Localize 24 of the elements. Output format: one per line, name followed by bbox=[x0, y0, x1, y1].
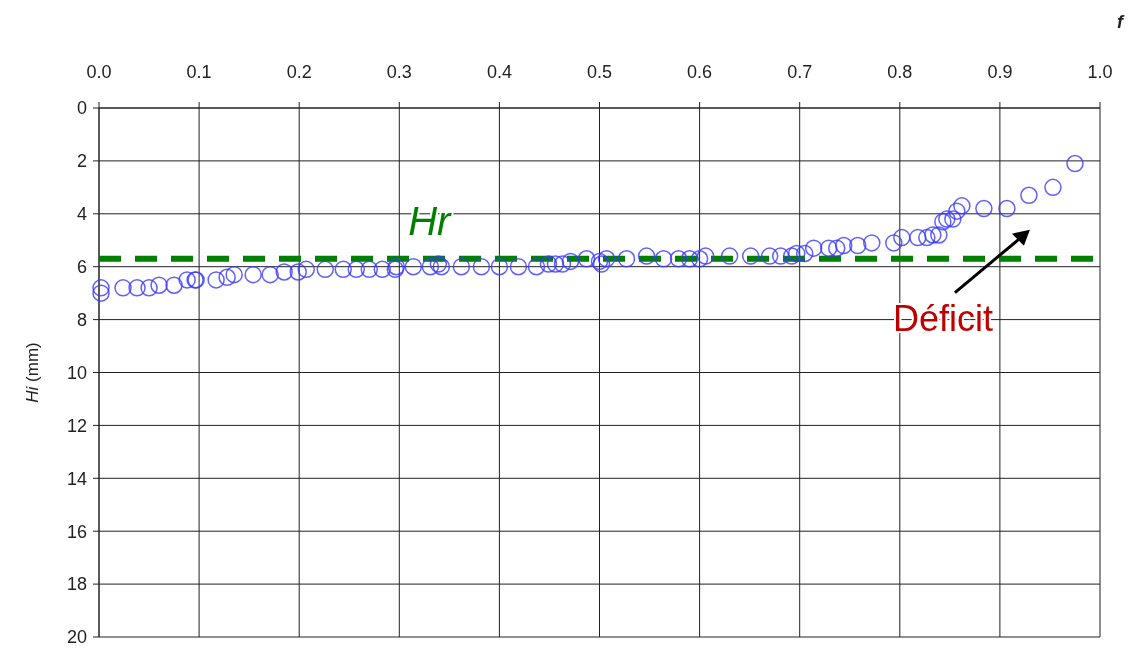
x-tick-label: 0.4 bbox=[486, 62, 512, 82]
y-tick-label: 16 bbox=[66, 521, 87, 542]
y-tick-label: 0 bbox=[76, 98, 87, 119]
y-tick-label: 14 bbox=[66, 468, 87, 489]
x-tick-label: 0.7 bbox=[787, 62, 813, 82]
y-tick-label: 10 bbox=[66, 362, 87, 383]
y-tick-label: 6 bbox=[76, 257, 87, 277]
y-tick-label: 20 bbox=[66, 627, 87, 648]
x-tick-label: 0.2 bbox=[286, 62, 312, 82]
y-axis-title: Hi (mm) bbox=[23, 342, 42, 403]
x-tick-label: 0.6 bbox=[687, 62, 713, 82]
y-tick-label: 2 bbox=[76, 151, 87, 172]
y-tick-label: 8 bbox=[76, 309, 87, 330]
x-axis-title: f bbox=[1117, 12, 1125, 32]
x-tick-label: 0.1 bbox=[186, 62, 212, 82]
y-tick-label: 12 bbox=[66, 415, 87, 436]
x-tick-label: 0.0 bbox=[86, 62, 112, 82]
y-tick-label: 4 bbox=[76, 204, 87, 225]
y-tick-label: 18 bbox=[66, 574, 87, 595]
x-tick-label: 0.9 bbox=[987, 62, 1013, 82]
x-tick-label: 1.0 bbox=[1087, 62, 1113, 82]
x-tick-label: 0.5 bbox=[586, 62, 613, 82]
x-tick-label: 0.8 bbox=[887, 62, 913, 82]
x-tick-label: 0.3 bbox=[386, 62, 412, 82]
